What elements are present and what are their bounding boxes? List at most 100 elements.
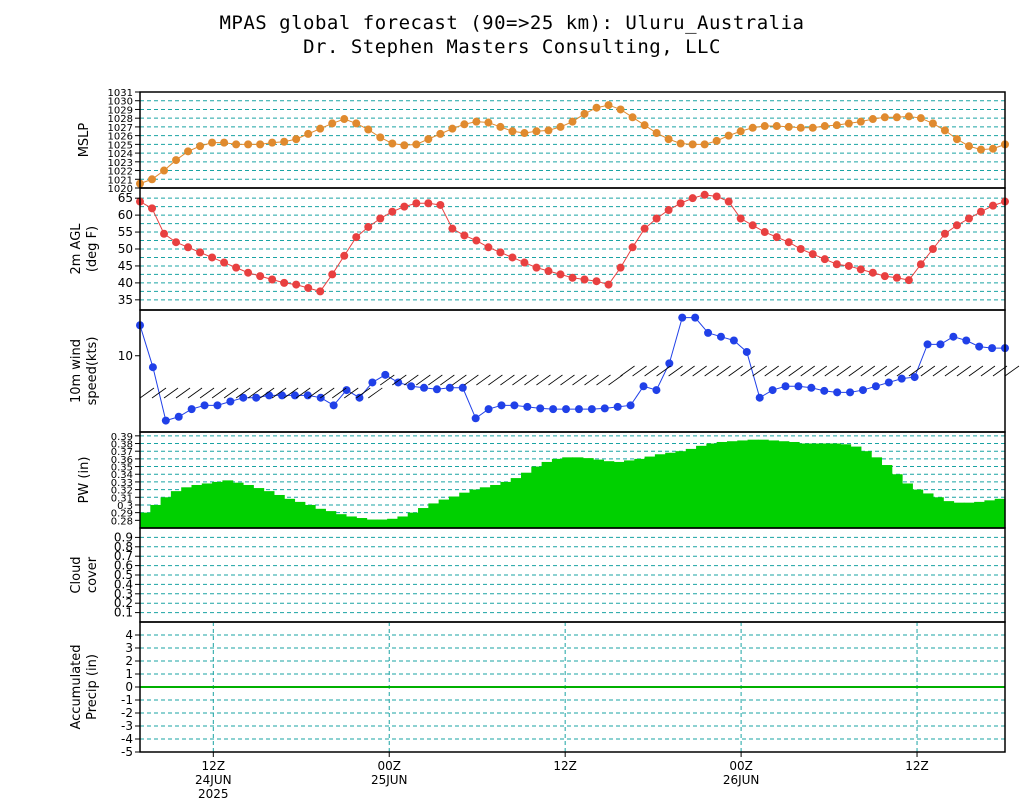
cloud-ytick-label: 0.4 xyxy=(114,577,133,591)
wind-point xyxy=(587,405,596,414)
wind-point xyxy=(562,405,571,414)
pw-bar xyxy=(974,501,986,528)
mslp-point xyxy=(364,125,373,134)
temperature-point xyxy=(772,233,781,242)
mslp-ytick-label: 1023 xyxy=(108,158,133,169)
pw-bar xyxy=(531,466,543,528)
pw-bar xyxy=(953,502,965,528)
temperature-point xyxy=(604,280,613,289)
wind-barb xyxy=(500,374,515,386)
wind-point xyxy=(420,383,429,392)
temperature-point xyxy=(868,268,877,277)
temperature-point xyxy=(304,283,313,292)
temperature-point xyxy=(880,272,889,281)
mslp-point xyxy=(712,136,721,145)
wind-barb xyxy=(752,365,767,377)
pw-bar xyxy=(428,503,440,528)
pw-bar xyxy=(181,487,193,528)
wind-barb xyxy=(632,365,647,377)
temperature-point xyxy=(472,236,481,245)
mslp-point xyxy=(184,147,193,156)
mslp-point xyxy=(292,135,301,144)
pw-ytick-label: 0.36 xyxy=(111,455,133,466)
mslp-point xyxy=(916,114,925,123)
temperature-point xyxy=(508,253,517,262)
mslp-point xyxy=(448,124,457,133)
temperature-point xyxy=(436,200,445,209)
pw-ytick-label: 0.3 xyxy=(117,501,133,512)
pw-bar xyxy=(510,478,522,528)
cloud-ytick-label: 0.7 xyxy=(114,549,133,563)
precip-ytick-label: -3 xyxy=(121,719,133,733)
wind-series-line xyxy=(139,317,1005,422)
wind-barb xyxy=(932,365,948,377)
mslp-point xyxy=(700,140,709,149)
temperature-point xyxy=(760,228,769,237)
pw-bar xyxy=(356,518,368,528)
mslp-point xyxy=(952,135,961,144)
mslp-ytick-label: 1024 xyxy=(108,149,133,160)
mslp-point xyxy=(172,156,181,165)
mslp-point xyxy=(400,141,409,150)
wind-point xyxy=(407,382,416,391)
cloud-ytick-label: 0.3 xyxy=(114,587,133,601)
x-axis: 12Z24JUN202500Z25JUN12Z00Z26JUN12Z00Z27J… xyxy=(195,752,929,800)
mslp-point xyxy=(784,122,793,131)
pw-bar xyxy=(191,484,203,528)
mslp-point xyxy=(424,135,433,144)
temperature-point xyxy=(328,270,337,279)
precip-frame xyxy=(139,621,1006,753)
wind-barb xyxy=(187,387,203,399)
mslp-point xyxy=(868,115,877,124)
temperature-point xyxy=(268,275,277,284)
wind-point xyxy=(846,388,855,397)
pw-bar xyxy=(263,491,275,528)
mslp-point xyxy=(544,126,553,135)
pw-bar xyxy=(593,459,604,528)
wind-point xyxy=(833,388,842,397)
pw-bar xyxy=(490,484,502,528)
cloud-ytick-label: 0.5 xyxy=(114,568,133,582)
pw-bar xyxy=(242,484,254,528)
pw-bar xyxy=(438,499,450,528)
mslp-point xyxy=(688,140,697,149)
wind-barb xyxy=(392,374,407,386)
wind-barb xyxy=(151,387,167,399)
wind-barb xyxy=(175,387,191,399)
temperature-point xyxy=(220,258,229,267)
wind-point xyxy=(200,401,209,410)
wind-barb xyxy=(548,374,563,386)
temperature-point xyxy=(388,207,397,216)
wind-barb xyxy=(488,374,503,386)
wind-barb xyxy=(307,387,323,399)
temperature-ytick-label: 45 xyxy=(118,259,133,273)
mslp-point xyxy=(472,117,481,126)
pw-bar xyxy=(778,441,790,528)
mslp-ytick-label: 1030 xyxy=(108,97,133,108)
mslp-point xyxy=(268,138,277,147)
wind-point xyxy=(716,332,725,341)
wind-point xyxy=(239,393,248,402)
pw-bar xyxy=(345,516,357,528)
pw-bar xyxy=(212,481,223,528)
wind-point xyxy=(226,397,235,406)
temperature-point xyxy=(544,267,553,276)
mslp-point xyxy=(436,129,445,138)
wind-point xyxy=(536,404,545,413)
pw-bar xyxy=(623,460,635,528)
pw-bar xyxy=(273,494,285,528)
temperature-ylabel: 2m AGL xyxy=(69,223,84,275)
pw-bar xyxy=(294,501,306,528)
wind-barb xyxy=(211,387,227,399)
precip-ytick-label: 4 xyxy=(125,628,133,642)
wind-barb xyxy=(944,365,960,377)
pw-ytick-label: 0.28 xyxy=(111,516,133,527)
pw-bar xyxy=(335,514,347,528)
mslp-point xyxy=(196,142,205,151)
wind-point xyxy=(768,386,777,395)
mslp-ytick-label: 1025 xyxy=(108,140,133,151)
wind-point xyxy=(884,378,893,387)
pw-bar xyxy=(140,512,151,528)
mslp-point xyxy=(892,113,901,122)
mslp-point xyxy=(856,117,865,126)
